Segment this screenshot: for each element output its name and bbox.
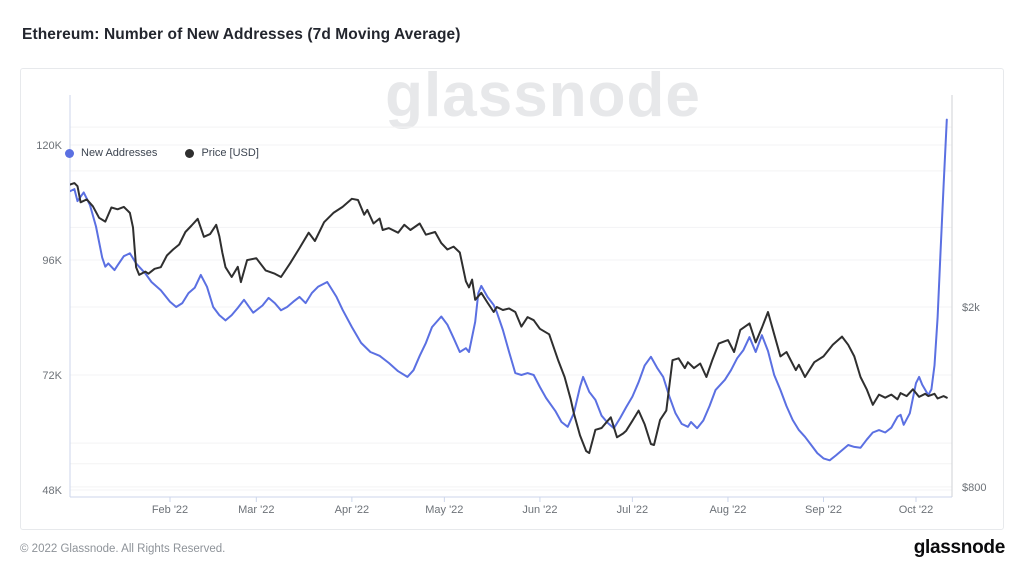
legend-item-price[interactable]: Price [USD] bbox=[185, 147, 259, 159]
x-tick-label: Oct '22 bbox=[899, 504, 934, 516]
left-tick-label: 120K bbox=[36, 140, 62, 152]
legend-label-new-addresses: New Addresses bbox=[81, 147, 158, 159]
right-axis-labels: $2k $800 bbox=[962, 302, 986, 494]
legend-label-price: Price [USD] bbox=[201, 147, 259, 159]
page-title: Ethereum: Number of New Addresses (7d Mo… bbox=[22, 26, 461, 43]
right-tick-label: $800 bbox=[962, 482, 986, 494]
copyright-text: © 2022 Glassnode. All Rights Reserved. bbox=[20, 543, 226, 555]
new-addresses-dot-icon bbox=[65, 148, 74, 158]
gridlines bbox=[70, 126, 952, 491]
legend-item-new-addresses[interactable]: New Addresses bbox=[65, 147, 157, 159]
price-dot-icon bbox=[185, 148, 195, 158]
x-tick-label: Mar '22 bbox=[238, 504, 274, 516]
x-tick-label: Aug '22 bbox=[709, 504, 746, 516]
left-tick-label: 48K bbox=[42, 485, 62, 497]
price-line bbox=[70, 182, 948, 455]
right-tick-label: $2k bbox=[962, 302, 980, 314]
x-tick-label: Apr '22 bbox=[335, 504, 370, 516]
x-tick-label: Jun '22 bbox=[522, 504, 557, 516]
x-axis: Feb '22 Mar '22 Apr '22 May '22 Jun '22 Jul '… bbox=[152, 497, 933, 516]
x-tick-label: Sep '22 bbox=[805, 504, 842, 516]
series-lines bbox=[70, 118, 948, 462]
left-tick-label: 72K bbox=[42, 370, 62, 382]
axis-lines bbox=[69, 95, 953, 498]
chart-card: glassnode Feb '22 Mar '22 Apr '22 May '22 Ju… bbox=[20, 61, 1004, 530]
chart-legend: New Addresses Price [USD] bbox=[65, 147, 259, 159]
x-tick-label: May '22 bbox=[425, 504, 463, 516]
left-axis-labels: 120K 96K 72K 48K bbox=[36, 140, 62, 497]
x-tick-label: Jul '22 bbox=[617, 504, 648, 516]
glassnode-logo[interactable]: glassnode bbox=[913, 537, 1006, 558]
left-tick-label: 96K bbox=[42, 255, 62, 267]
x-tick-label: Feb '22 bbox=[152, 504, 188, 516]
new-addresses-line bbox=[70, 118, 948, 462]
